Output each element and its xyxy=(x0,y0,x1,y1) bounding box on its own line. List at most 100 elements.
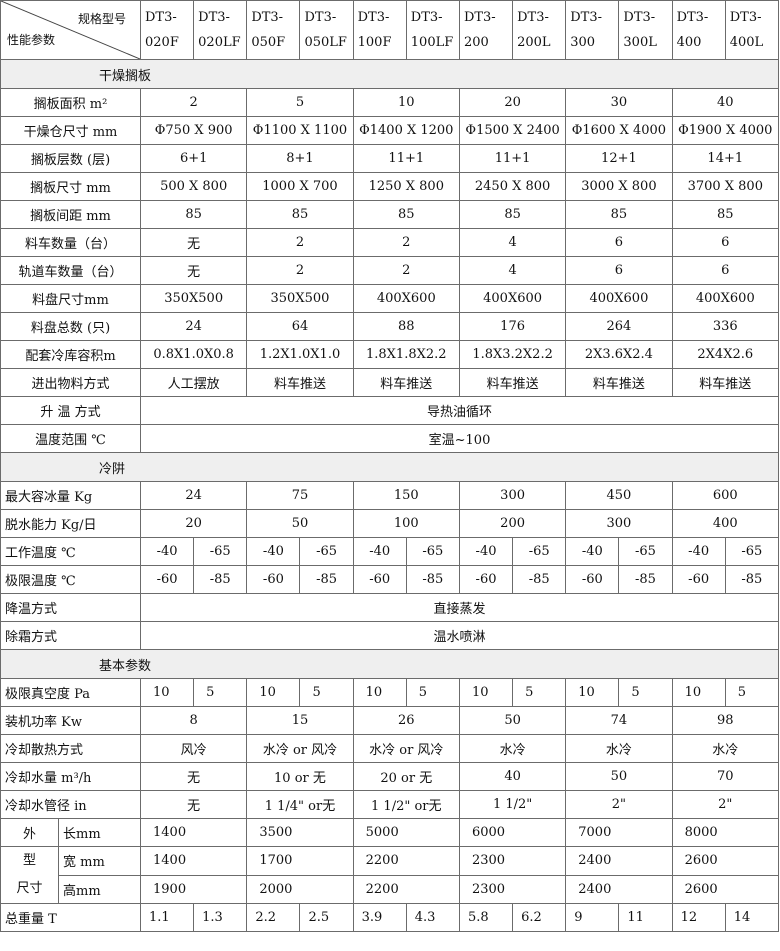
value-cell: 1900 xyxy=(139,874,248,904)
model-name-line: 200 xyxy=(463,35,489,50)
header-row: 规格型号 性能参数 DT3- 020F DT3- 020LF DT3- 050F DT3- 0… xyxy=(0,0,780,60)
row-label: 进出物料方式 xyxy=(0,368,141,397)
model-header: DT3- 020LF xyxy=(193,0,248,60)
value-cell: -60 xyxy=(458,565,514,594)
model-name-line: 100F xyxy=(357,35,392,50)
table-row: 搁板层数 (层) 6+1 8+1 11+1 11+1 12+1 14+1 xyxy=(0,144,780,173)
value-cell: 26 xyxy=(352,706,460,735)
table-row: 温度范围 ℃ 室温~100 xyxy=(0,424,779,453)
row-label: 脱水能力 Kg/日 xyxy=(0,509,141,538)
value-cell: 2 xyxy=(352,228,460,257)
value-cell: -85 xyxy=(405,565,460,594)
value-cell: 水冷 xyxy=(565,734,673,763)
model-name-line: DT3- xyxy=(463,10,496,25)
value-cell: 24 xyxy=(139,481,248,510)
value-cell: 2400 xyxy=(565,846,673,876)
dimension-row: 高mm 1900 2000 2200 2300 2400 2600 xyxy=(1,874,780,904)
value-cell: Φ1500 X 2400 xyxy=(458,116,567,145)
value-cell: 500 X 800 xyxy=(139,172,248,201)
value-cell: 2000 xyxy=(246,874,354,904)
value-cell: -85 xyxy=(193,565,248,594)
value-cell: 2" xyxy=(671,790,780,819)
value-cell: 74 xyxy=(565,706,673,735)
value-cell: 温水喷淋 xyxy=(140,621,779,650)
table-row: 极限温度 ℃ -60 -85 -60 -85 -60 -85 -60 -85 -60 -85 -60-… xyxy=(0,565,780,594)
value-cell: Φ1600 X 4000 xyxy=(565,116,673,145)
value-cell: 2400 xyxy=(565,874,673,904)
value-cell: 1400 xyxy=(139,846,248,876)
model-header: DT3- 400 xyxy=(671,0,726,60)
row-label: 干燥仓尺寸 mm xyxy=(0,116,141,145)
value-cell: 1 1/2" xyxy=(458,790,567,819)
value-cell: -85 xyxy=(724,565,780,594)
value-cell: 无 xyxy=(139,762,248,791)
value-cell: 85 xyxy=(352,200,460,229)
dimension-label: 高mm xyxy=(58,874,141,904)
table-row: 极限真空度 Pa 10 5 10 5 10 5 10 5 10 5 10 5 xyxy=(0,678,780,707)
row-label: 温度范围 ℃ xyxy=(0,424,141,453)
value-cell: 2 xyxy=(246,228,354,257)
model-name-line: DT3- xyxy=(410,10,443,25)
value-cell: 5 xyxy=(724,678,780,707)
table-row: 除霜方式 温水喷淋 xyxy=(0,621,779,650)
dimension-row: 型尺寸宽 mm 1400 1700 2200 2300 2400 2600 xyxy=(0,846,780,904)
value-cell: 1250 X 800 xyxy=(352,172,460,201)
model-name-line: 200L xyxy=(517,35,551,50)
row-label: 装机功率 Kw xyxy=(0,706,141,735)
row-label: 极限真空度 Pa xyxy=(0,678,141,707)
model-header: DT3- 200L xyxy=(512,0,567,60)
value-cell: 85 xyxy=(565,200,673,229)
value-cell: 85 xyxy=(139,200,248,229)
value-cell: 无 xyxy=(139,790,248,819)
row-label: 配套冷库容积m xyxy=(0,340,141,369)
table-row: 冷却水管径 in 无 1 1/4" or无 1 1/2" or无 1 1/2" 2" 2" xyxy=(0,790,780,819)
model-name-line: DT3- xyxy=(357,10,390,25)
value-cell: 10 xyxy=(246,678,301,707)
table-row: 进出物料方式 人工摆放 料车推送 料车推送 料车推送 料车推送 料车推送 xyxy=(0,368,780,397)
value-cell: 5 xyxy=(618,678,673,707)
value-cell: -40 xyxy=(246,537,301,566)
value-cell: 10 xyxy=(352,88,460,117)
value-cell: 75 xyxy=(246,481,354,510)
model-name-line: 100LF xyxy=(410,35,454,50)
section-title: 基本参数 xyxy=(0,649,779,679)
table-row: 料盘总数 (只) 24 64 88 176 264 336 xyxy=(0,312,780,341)
value-cell: 1 1/2" or无 xyxy=(352,790,460,819)
value-cell: 2300 xyxy=(458,846,567,876)
diagonal-divider xyxy=(1,1,140,59)
value-cell: 1400 xyxy=(139,818,248,847)
model-header: DT3- 100LF xyxy=(405,0,460,60)
dimension-group-label: 外 xyxy=(0,818,59,847)
table-row: 配套冷库容积m 0.8X1.0X0.8 1.2X1.0X1.0 1.8X1.8X2.2… xyxy=(0,340,780,369)
value-cell: 85 xyxy=(458,200,567,229)
value-cell: 风冷 xyxy=(139,734,248,763)
row-label: 工作温度 ℃ xyxy=(0,537,141,566)
value-cell: 6000 xyxy=(458,818,567,847)
value-cell: 8000 xyxy=(671,818,780,847)
param-label: 性能参数 xyxy=(7,33,56,47)
value-cell: -65 xyxy=(724,537,780,566)
value-cell: 300 xyxy=(565,509,673,538)
value-cell: 10 xyxy=(458,678,514,707)
row-label: 降温方式 xyxy=(0,593,141,622)
model-name-line: 300L xyxy=(623,35,657,50)
value-cell: -65 xyxy=(299,537,354,566)
model-name-line: DT3- xyxy=(623,10,656,25)
value-cell: 5.8 xyxy=(458,903,514,932)
value-cell: 3.9 xyxy=(352,903,407,932)
value-cell: 50 xyxy=(246,509,354,538)
row-label: 搁板面积 m² xyxy=(0,88,141,117)
model-name-line: DT3- xyxy=(251,10,284,25)
value-cell: 200 xyxy=(458,509,567,538)
value-cell: 300 xyxy=(458,481,567,510)
dimension-group-label: 型尺寸 xyxy=(0,846,59,904)
value-cell: 无 xyxy=(139,228,248,257)
model-header: DT3- 050F xyxy=(246,0,301,60)
model-header: DT3- 200 xyxy=(458,0,514,60)
dimension-label: 宽 mm xyxy=(58,846,141,876)
value-cell: 85 xyxy=(246,200,354,229)
table-row: 升 温 方式 导热油循环 xyxy=(0,396,779,425)
value-cell: 3500 xyxy=(246,818,354,847)
model-name-line: 020F xyxy=(145,35,179,50)
value-cell: 11 xyxy=(618,903,673,932)
